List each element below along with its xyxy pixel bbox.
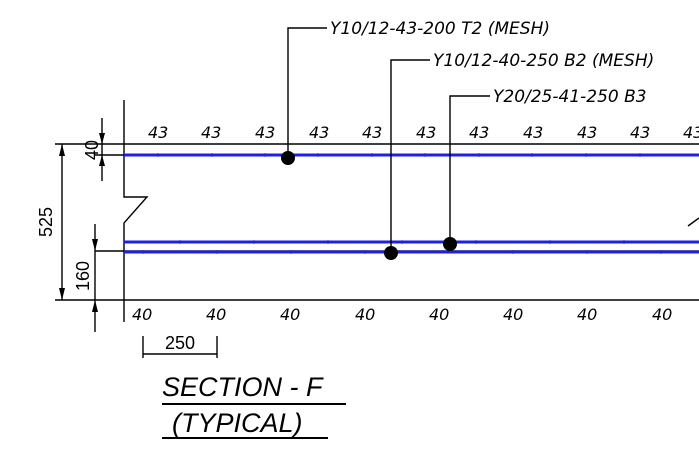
top-cover-label: 43 [362,123,382,142]
dim-total-depth-label: 525 [36,207,56,237]
label-top-mesh: Y10/12-43-200 T2 (MESH) [330,19,550,39]
callout-dot-bottom-bars [443,237,457,251]
bottom-cover-label: 40 [355,305,375,324]
bottom-cover-label: 40 [280,305,300,324]
dim-total-depth: 525 [36,144,65,300]
top-cover-label: 43 [416,123,436,142]
bottom-cover-label: 40 [503,305,523,324]
leader-top-mesh [287,27,327,158]
bottom-cover-label: 40 [577,305,597,324]
top-cover-label: 43 [577,123,597,142]
label-bottom-mesh: Y10/12-40-250 B2 (MESH) [433,51,654,71]
dim-bottom-offset: 160 [73,224,98,332]
dim-top-offset: 40 [82,118,124,181]
top-bar-dots [156,153,642,157]
title-line-1: SECTION - F [162,372,324,402]
top-cover-label: 43 [523,123,543,142]
callout-dot-bottom-mesh [384,246,398,260]
callout-dot-top-mesh [281,151,295,165]
top-cover-label: 43 [148,123,168,142]
bottom-cover-label: 40 [132,305,152,324]
top-cover-label: 43 [683,123,699,142]
dim-bottom-offset-label: 160 [73,261,93,291]
bottom-cover-label: 40 [206,305,226,324]
lower-bottom-bar-dots [141,250,663,254]
top-cover-label: 43 [255,123,275,142]
top-cover-labels: 43 43 43 43 43 43 43 43 43 43 43 [148,123,699,142]
title-line-2: (TYPICAL) [172,408,303,438]
bottom-cover-label: 40 [652,305,672,324]
top-cover-label: 43 [469,123,489,142]
dim-spacing: 250 [142,333,218,358]
right-break-hint [687,217,699,227]
upper-bottom-bar-dots [178,240,626,244]
section-title: SECTION - F (TYPICAL) [162,372,346,439]
dim-spacing-label: 250 [165,333,195,353]
leader-bottom-mesh [390,59,430,253]
label-bottom-bars: Y20/25-41-250 B3 [493,87,647,107]
bottom-cover-labels: 40 40 40 40 40 40 40 40 [132,305,672,324]
dim-top-offset-label: 40 [82,140,102,160]
top-cover-label: 43 [201,123,221,142]
top-cover-label: 43 [309,123,329,142]
bottom-cover-label: 40 [429,305,449,324]
top-cover-label: 43 [630,123,650,142]
leader-bottom-bars [449,95,490,244]
slab-left-edge-break [123,100,149,322]
